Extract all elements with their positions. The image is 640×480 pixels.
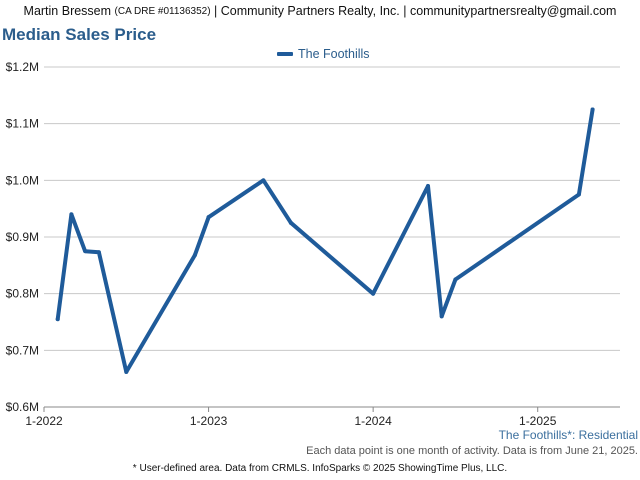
- y-tick-label: $0.9M: [6, 230, 39, 244]
- data-point: [192, 253, 197, 258]
- data-point: [206, 215, 211, 220]
- brokerage-name: | Community Partners Realty, Inc. |: [214, 4, 407, 18]
- legend-label: The Foothills: [298, 47, 370, 61]
- y-tick-label: $1.2M: [6, 60, 39, 74]
- series-line-the-foothills: [55, 107, 595, 374]
- data-point: [83, 249, 88, 254]
- data-point: [371, 291, 376, 296]
- footer-credit: * User-defined area. Data from CRMLS. In…: [132, 463, 508, 474]
- y-tick-label: $1.1M: [6, 117, 39, 131]
- data-point: [55, 317, 60, 322]
- data-point: [426, 184, 430, 188]
- x-tick-label: 1-2022: [25, 414, 63, 428]
- chart-title: Median Sales Price: [2, 25, 157, 44]
- agent-name: Martin Bressem: [23, 4, 112, 18]
- y-tick-label: $0.8M: [6, 287, 39, 301]
- data-point: [576, 192, 581, 197]
- data-point: [124, 369, 129, 374]
- y-tick-label: $0.6M: [6, 400, 39, 414]
- license-number: (CA DRE #01136352): [114, 5, 211, 17]
- x-tick-label: 1-2024: [354, 414, 392, 428]
- x-tick-label: 1-2025: [519, 414, 557, 428]
- legend-swatch: [277, 52, 293, 56]
- agent-banner: Martin Bressem (CA DRE #01136352) | Comm…: [0, 0, 640, 22]
- data-point: [96, 250, 101, 255]
- data-point: [439, 314, 444, 319]
- agent-email[interactable]: communitypartnersrealty@gmail.com: [409, 4, 617, 18]
- chart-legend: The Foothills: [277, 46, 370, 62]
- data-note: Each data point is one month of activity…: [306, 445, 638, 457]
- x-tick-label: 1-2023: [190, 414, 228, 428]
- data-point: [261, 178, 266, 183]
- data-point: [69, 212, 74, 217]
- data-point: [453, 277, 458, 282]
- data-point: [288, 220, 293, 225]
- area-label: The Foothills*: Residential: [498, 428, 638, 442]
- y-tick-label: $0.7M: [6, 343, 39, 357]
- y-tick-label: $1.0M: [6, 173, 39, 187]
- data-point: [590, 107, 595, 112]
